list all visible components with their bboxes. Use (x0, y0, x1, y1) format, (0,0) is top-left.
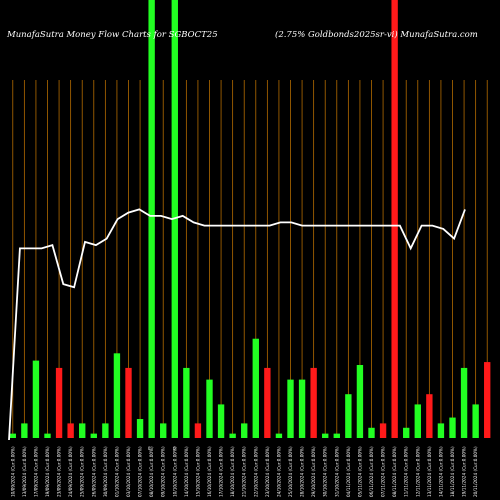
x-tick-label: 24/09/2024 (Cur:0.00%) (68, 446, 73, 497)
bar (102, 423, 109, 438)
x-tick-label: 14/11/2024 (Cur:0.00%) (438, 446, 443, 497)
bar (379, 423, 387, 438)
x-tick-label: 25/09/2024 (Cur:0.00%) (80, 446, 85, 497)
bar (90, 433, 97, 438)
x-tick-label: 04/11/2024 (Cur:0.00%) (346, 446, 351, 497)
x-tick-label: 24/10/2024 (Cur:0.00%) (276, 446, 281, 497)
x-tick-label: 30/09/2024 (Cur:0.00%) (103, 446, 108, 497)
bar (426, 394, 433, 438)
x-tick-label: 10/09/2024 (Cur:0.00%) (10, 446, 15, 497)
x-tick-label: 13/11/2024 (Cur:0.00%) (427, 446, 432, 497)
bar (183, 367, 190, 438)
x-tick-label: 31/10/2024 (Cur:0.00%) (334, 446, 339, 497)
bar (391, 0, 398, 438)
bar (345, 394, 352, 438)
x-tick-label: 07/10/2024 (Cur:0.00%) (138, 446, 143, 497)
x-tick-label: 12/11/2024 (Cur:0.00%) (415, 446, 420, 497)
x-tick-label: 03/10/2024 (Cur:0.00%) (126, 446, 131, 497)
bar (125, 367, 132, 438)
bar (310, 367, 317, 438)
bar (368, 427, 375, 438)
x-tick-label: 13/09/2024 (Cur:0.00%) (22, 446, 27, 497)
bar (333, 433, 340, 438)
small-mark: 0 (148, 446, 151, 451)
bar (148, 0, 155, 438)
bar (241, 423, 248, 438)
x-tick-label: 17/09/2024 (Cur:0.00%) (33, 446, 38, 497)
money-flow-line (8, 208, 466, 441)
x-tick-label: 23/09/2024 (Cur:0.00%) (57, 446, 62, 497)
chart-subtitle: (2.75% Goldbonds2025sr-vi) MunafaSutra.c… (275, 29, 478, 40)
bar (414, 404, 421, 438)
bar (79, 423, 86, 438)
x-tick-label: 17/10/2024 (Cur:0.00%) (219, 446, 224, 497)
x-tick-labels: 10/09/2024 (Cur:0.00%) 13/09/2024 (Cur:0.… (10, 446, 478, 497)
bar (298, 379, 306, 438)
bar (206, 379, 213, 438)
bar (403, 427, 410, 438)
bar (160, 423, 167, 438)
x-tick-label: 11/11/2024 (Cur:0.00%) (404, 446, 409, 497)
bar (287, 379, 294, 438)
bar (55, 367, 63, 438)
x-tick-label: 19/09/2024 (Cur:0.00%) (45, 446, 50, 497)
chart-title: MunafaSutra Money Flow Charts for SGBOCT… (6, 30, 218, 40)
bar (21, 423, 28, 438)
bar (322, 433, 329, 438)
bar (9, 433, 16, 438)
bar (44, 433, 51, 438)
x-tick-label: 20/11/2024 (Cur:0.00%) (473, 446, 478, 497)
bar (229, 433, 236, 438)
x-tick-label: 28/10/2024 (Cur:0.00%) (300, 446, 305, 497)
x-tick-label: 25/10/2024 (Cur:0.00%) (288, 446, 293, 497)
bar (194, 423, 202, 438)
bar (449, 417, 456, 438)
bar (67, 423, 74, 438)
x-tick-label: 06/11/2024 (Cur:0.00%) (369, 446, 374, 497)
bar (356, 365, 364, 438)
x-tick-label: 07/11/2024 (Cur:0.00%) (381, 446, 386, 497)
x-tick-label: 01/10/2024 (Cur:0.00%) (114, 446, 119, 497)
bar (32, 360, 40, 438)
bar (484, 362, 491, 438)
x-tick-label: 08/10/2024 (Cur:0.00%) (149, 446, 154, 497)
x-tick-label: 18/10/2024 (Cur:0.00%) (230, 446, 235, 497)
x-tick-label: 16/10/2024 (Cur:0.00%) (207, 446, 212, 497)
x-tick-label: 15/10/2024 (Cur:0.00%) (195, 446, 200, 497)
bar (217, 404, 225, 438)
x-tick-label: 30/10/2024 (Cur:0.00%) (323, 446, 328, 497)
bar (460, 367, 468, 438)
x-tick-label: 23/10/2024 (Cur:0.00%) (265, 446, 270, 497)
bar (264, 367, 271, 438)
bar (252, 338, 259, 438)
x-tick-label: 26/09/2024 (Cur:0.00%) (91, 446, 96, 497)
x-tick-label: 18/11/2024 (Cur:0.00%) (450, 446, 455, 497)
x-tick-label: 08/11/2024 (Cur:0.00%) (392, 446, 397, 497)
bar (275, 433, 283, 438)
x-tick-label: 22/10/2024 (Cur:0.00%) (253, 446, 258, 497)
x-tick-label: 29/10/2024 (Cur:0.00%) (311, 446, 316, 497)
x-tick-label: 19/11/2024 (Cur:0.00%) (462, 446, 467, 497)
x-tick-label: 09/10/2024 (Cur:0.00%) (161, 446, 166, 497)
bar (113, 353, 121, 438)
small-mark: 0 (173, 446, 176, 451)
x-tick-label: 10/10/2024 (Cur:0.00%) (172, 446, 177, 497)
x-tick-label: 14/10/2024 (Cur:0.00%) (184, 446, 189, 497)
bar (136, 419, 144, 438)
x-tick-label: 05/11/2024 (Cur:0.00%) (357, 446, 362, 497)
bar (472, 404, 479, 438)
bar (437, 423, 445, 438)
x-tick-label: 21/10/2024 (Cur:0.00%) (242, 446, 247, 497)
